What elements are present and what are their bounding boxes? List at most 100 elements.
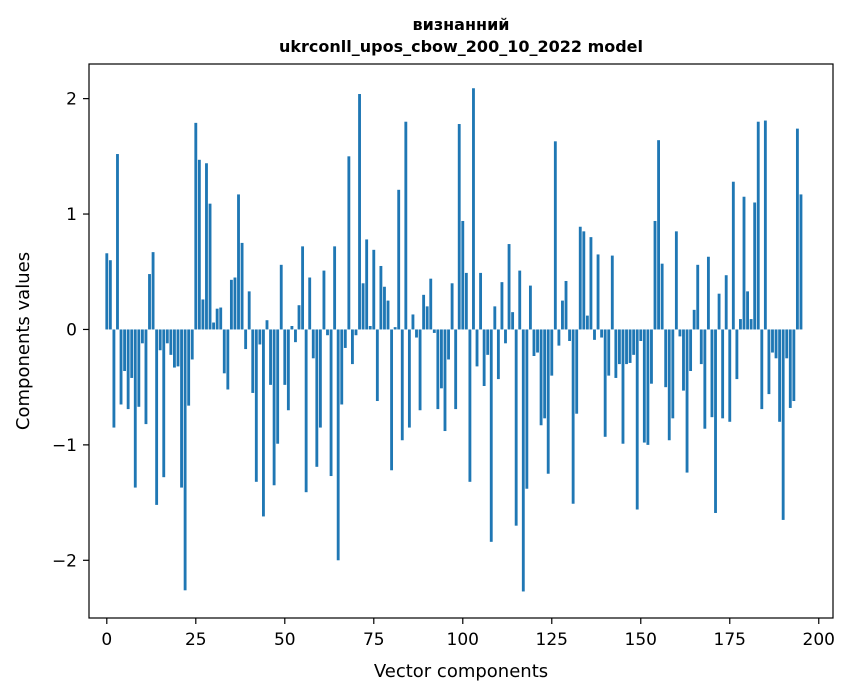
bar bbox=[418, 329, 422, 411]
bar bbox=[525, 329, 529, 489]
x-tick-label: 75 bbox=[363, 630, 385, 650]
bars-group bbox=[105, 88, 803, 592]
bar bbox=[543, 329, 547, 419]
bar bbox=[226, 329, 230, 390]
bar bbox=[496, 329, 500, 380]
x-axis-label: Vector components bbox=[374, 661, 548, 682]
bar bbox=[639, 329, 643, 341]
bar bbox=[286, 329, 290, 411]
y-axis-label: Components values bbox=[13, 252, 34, 430]
bar bbox=[550, 329, 554, 376]
bar bbox=[504, 329, 507, 344]
bar bbox=[105, 253, 109, 330]
bar bbox=[201, 299, 205, 330]
bar bbox=[432, 329, 436, 333]
y-tick-label: −2 bbox=[52, 551, 77, 571]
bar bbox=[436, 329, 440, 410]
bar bbox=[205, 163, 208, 330]
bar bbox=[536, 329, 539, 353]
bar bbox=[557, 329, 561, 346]
bar bbox=[475, 329, 479, 367]
bar bbox=[180, 329, 183, 488]
bar bbox=[379, 265, 383, 330]
bar bbox=[176, 329, 180, 367]
bar bbox=[422, 294, 426, 330]
bar bbox=[518, 270, 522, 330]
bar bbox=[315, 329, 319, 467]
bar bbox=[343, 329, 347, 348]
bar bbox=[657, 140, 660, 330]
bar bbox=[244, 329, 248, 350]
bar bbox=[799, 194, 803, 330]
bar bbox=[386, 300, 390, 330]
bar bbox=[194, 122, 198, 330]
bar bbox=[742, 196, 746, 330]
bar bbox=[685, 329, 689, 473]
bar bbox=[215, 308, 219, 330]
bar bbox=[322, 270, 326, 330]
x-tick-label: 50 bbox=[274, 630, 296, 650]
bar bbox=[294, 329, 297, 343]
bar bbox=[276, 329, 280, 444]
bar bbox=[212, 322, 216, 330]
bar bbox=[528, 285, 532, 330]
bar bbox=[208, 203, 212, 330]
bar bbox=[308, 277, 312, 330]
bar bbox=[699, 329, 703, 365]
bar bbox=[329, 329, 333, 477]
bar bbox=[653, 220, 657, 330]
bar bbox=[724, 275, 728, 330]
bar bbox=[479, 272, 483, 330]
bar bbox=[500, 282, 504, 330]
bar bbox=[507, 244, 511, 330]
bar bbox=[397, 189, 401, 330]
bar bbox=[351, 329, 354, 365]
bar bbox=[368, 326, 372, 330]
bar bbox=[112, 329, 116, 428]
bar bbox=[450, 283, 454, 330]
x-tick-label: 150 bbox=[625, 630, 657, 650]
bar bbox=[326, 329, 329, 336]
bar bbox=[635, 329, 639, 510]
bar bbox=[108, 260, 112, 330]
bar bbox=[617, 329, 621, 365]
bar bbox=[354, 329, 358, 336]
bar bbox=[457, 124, 461, 330]
bar bbox=[340, 329, 344, 405]
bar bbox=[119, 329, 123, 405]
bar bbox=[689, 329, 693, 372]
bar bbox=[593, 329, 596, 340]
bar bbox=[404, 121, 408, 330]
bar bbox=[197, 159, 201, 330]
bar bbox=[383, 286, 386, 330]
bar bbox=[625, 329, 628, 365]
bar bbox=[279, 264, 283, 330]
bar bbox=[169, 329, 173, 355]
bar bbox=[233, 277, 237, 330]
bar bbox=[714, 329, 717, 513]
bar bbox=[600, 329, 604, 338]
bar bbox=[148, 274, 151, 330]
bar bbox=[411, 314, 415, 330]
bar bbox=[674, 231, 678, 330]
bar bbox=[575, 329, 579, 414]
bar bbox=[400, 329, 404, 441]
bar bbox=[130, 329, 134, 378]
bar bbox=[144, 329, 148, 425]
bar bbox=[521, 329, 525, 592]
bar bbox=[454, 329, 458, 410]
bar bbox=[472, 88, 475, 330]
bar bbox=[336, 329, 340, 561]
bar bbox=[162, 329, 166, 478]
bar bbox=[365, 239, 369, 330]
bar bbox=[739, 319, 742, 330]
bar bbox=[283, 329, 287, 385]
bar bbox=[265, 320, 269, 330]
bar bbox=[358, 94, 361, 330]
bar bbox=[596, 254, 600, 330]
bar bbox=[347, 156, 351, 330]
bar bbox=[183, 329, 187, 591]
bar bbox=[696, 264, 700, 330]
bar bbox=[728, 329, 732, 422]
bar bbox=[258, 329, 262, 345]
